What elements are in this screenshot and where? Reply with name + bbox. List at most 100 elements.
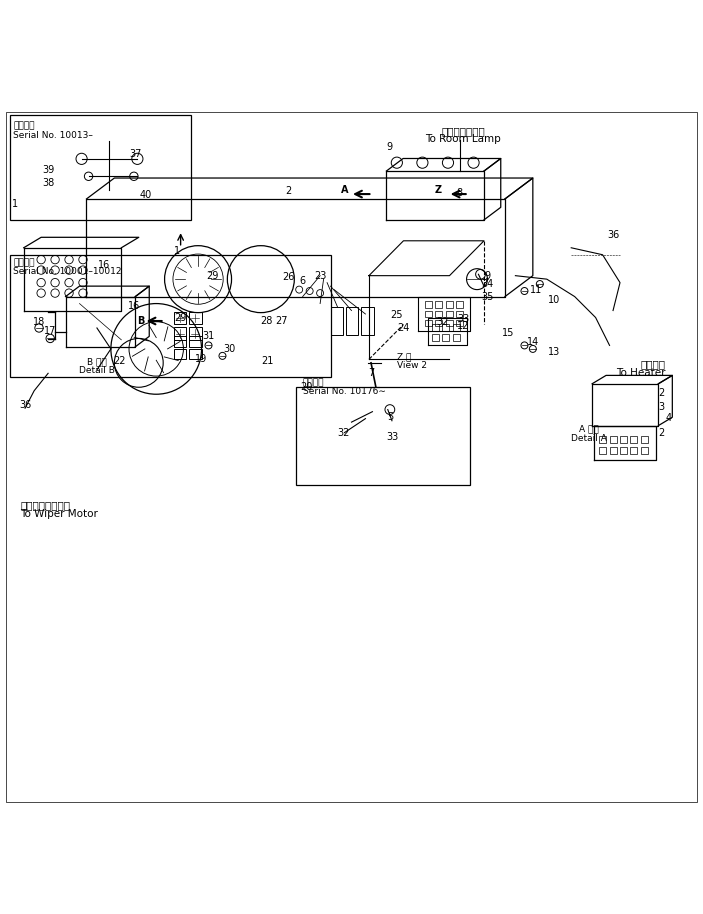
Text: 36: 36 <box>19 399 31 409</box>
Text: 12: 12 <box>457 321 470 331</box>
Bar <box>610 436 617 443</box>
Text: 33: 33 <box>457 314 469 324</box>
Text: 2: 2 <box>659 388 665 398</box>
Text: 17: 17 <box>44 326 56 336</box>
Bar <box>425 302 432 308</box>
Text: 38: 38 <box>42 178 54 188</box>
Text: 37: 37 <box>129 149 141 159</box>
Text: Detail A: Detail A <box>571 433 607 442</box>
Text: 2: 2 <box>285 186 292 196</box>
Text: 29: 29 <box>174 313 187 323</box>
Text: 1: 1 <box>12 199 18 208</box>
Text: 29: 29 <box>206 271 218 281</box>
Text: 36: 36 <box>607 230 619 240</box>
Text: 31: 31 <box>202 332 214 341</box>
Text: 28: 28 <box>260 316 273 326</box>
Bar <box>432 324 439 332</box>
Bar <box>189 312 202 324</box>
Text: 9: 9 <box>387 142 393 152</box>
Text: 11: 11 <box>530 284 543 294</box>
Text: 33: 33 <box>386 432 398 442</box>
Bar <box>456 302 463 308</box>
Bar <box>446 302 453 308</box>
Text: 18: 18 <box>33 316 45 326</box>
Bar <box>346 307 359 335</box>
Text: 26: 26 <box>283 272 295 282</box>
Text: 適用号機: 適用号機 <box>303 378 324 388</box>
Text: Z: Z <box>435 185 442 195</box>
Text: モータへ: モータへ <box>640 359 665 369</box>
Text: Detail B: Detail B <box>79 366 115 375</box>
Text: 34: 34 <box>482 279 494 289</box>
Bar <box>442 335 449 341</box>
Text: Serial No. 10176∼: Serial No. 10176∼ <box>303 388 385 397</box>
Bar <box>361 307 374 335</box>
Text: 8: 8 <box>456 188 463 198</box>
Text: To Wiper Motor: To Wiper Motor <box>20 508 98 518</box>
Bar <box>631 436 638 443</box>
Bar <box>296 388 470 485</box>
Text: 30: 30 <box>224 344 236 354</box>
Bar <box>435 302 442 308</box>
Text: 32: 32 <box>436 316 449 326</box>
Bar <box>599 447 606 454</box>
Text: 40: 40 <box>140 190 152 200</box>
Bar <box>456 311 463 317</box>
Text: View 2: View 2 <box>396 361 427 370</box>
Text: 35: 35 <box>482 292 494 302</box>
Bar <box>456 320 463 326</box>
Text: 5: 5 <box>387 412 393 422</box>
Bar <box>453 324 460 332</box>
Text: A 詳細: A 詳細 <box>579 425 598 433</box>
Text: 2: 2 <box>659 428 665 438</box>
Bar <box>425 320 432 326</box>
Text: To Room Lamp: To Room Lamp <box>425 134 501 144</box>
Bar <box>174 336 186 346</box>
Bar <box>435 311 442 317</box>
Text: B 詳細: B 詳細 <box>87 357 107 367</box>
Text: Serial No. 10001–10012: Serial No. 10001–10012 <box>13 267 122 276</box>
Bar <box>442 324 449 332</box>
Bar <box>330 307 343 335</box>
Bar <box>189 336 202 346</box>
Text: 14: 14 <box>527 337 539 347</box>
Bar <box>189 349 202 359</box>
Bar <box>10 115 191 220</box>
Bar <box>620 447 627 454</box>
Bar <box>432 335 439 341</box>
Bar <box>174 327 186 340</box>
Bar <box>446 320 453 326</box>
Bar <box>453 335 460 341</box>
Text: 15: 15 <box>502 328 515 338</box>
Bar <box>174 349 186 359</box>
Text: B: B <box>137 316 145 326</box>
Bar <box>446 311 453 317</box>
Text: To Heater: To Heater <box>616 367 665 377</box>
Text: 16: 16 <box>128 302 140 312</box>
Text: 23: 23 <box>314 271 326 281</box>
Text: 27: 27 <box>276 316 288 326</box>
Text: 24: 24 <box>398 323 410 333</box>
Bar <box>599 436 606 443</box>
Text: 21: 21 <box>262 356 274 366</box>
Text: 9: 9 <box>484 271 491 281</box>
Bar <box>641 447 648 454</box>
Text: 6: 6 <box>299 276 306 286</box>
Bar <box>435 320 442 326</box>
Bar <box>610 447 617 454</box>
Bar <box>10 255 330 377</box>
Bar <box>425 311 432 317</box>
Text: 19: 19 <box>195 355 207 365</box>
Bar <box>641 436 648 443</box>
Text: 適用号機: 適用号機 <box>13 259 34 267</box>
Text: A: A <box>341 185 348 195</box>
Text: 39: 39 <box>42 165 54 175</box>
Bar <box>620 436 627 443</box>
Text: 10: 10 <box>548 295 560 305</box>
Text: 13: 13 <box>548 347 560 357</box>
Text: ワイパーモータへ: ワイパーモータへ <box>20 500 70 510</box>
Bar <box>631 447 638 454</box>
Bar <box>189 327 202 340</box>
Text: 3: 3 <box>659 402 665 412</box>
Text: Z 視: Z 視 <box>396 352 411 361</box>
